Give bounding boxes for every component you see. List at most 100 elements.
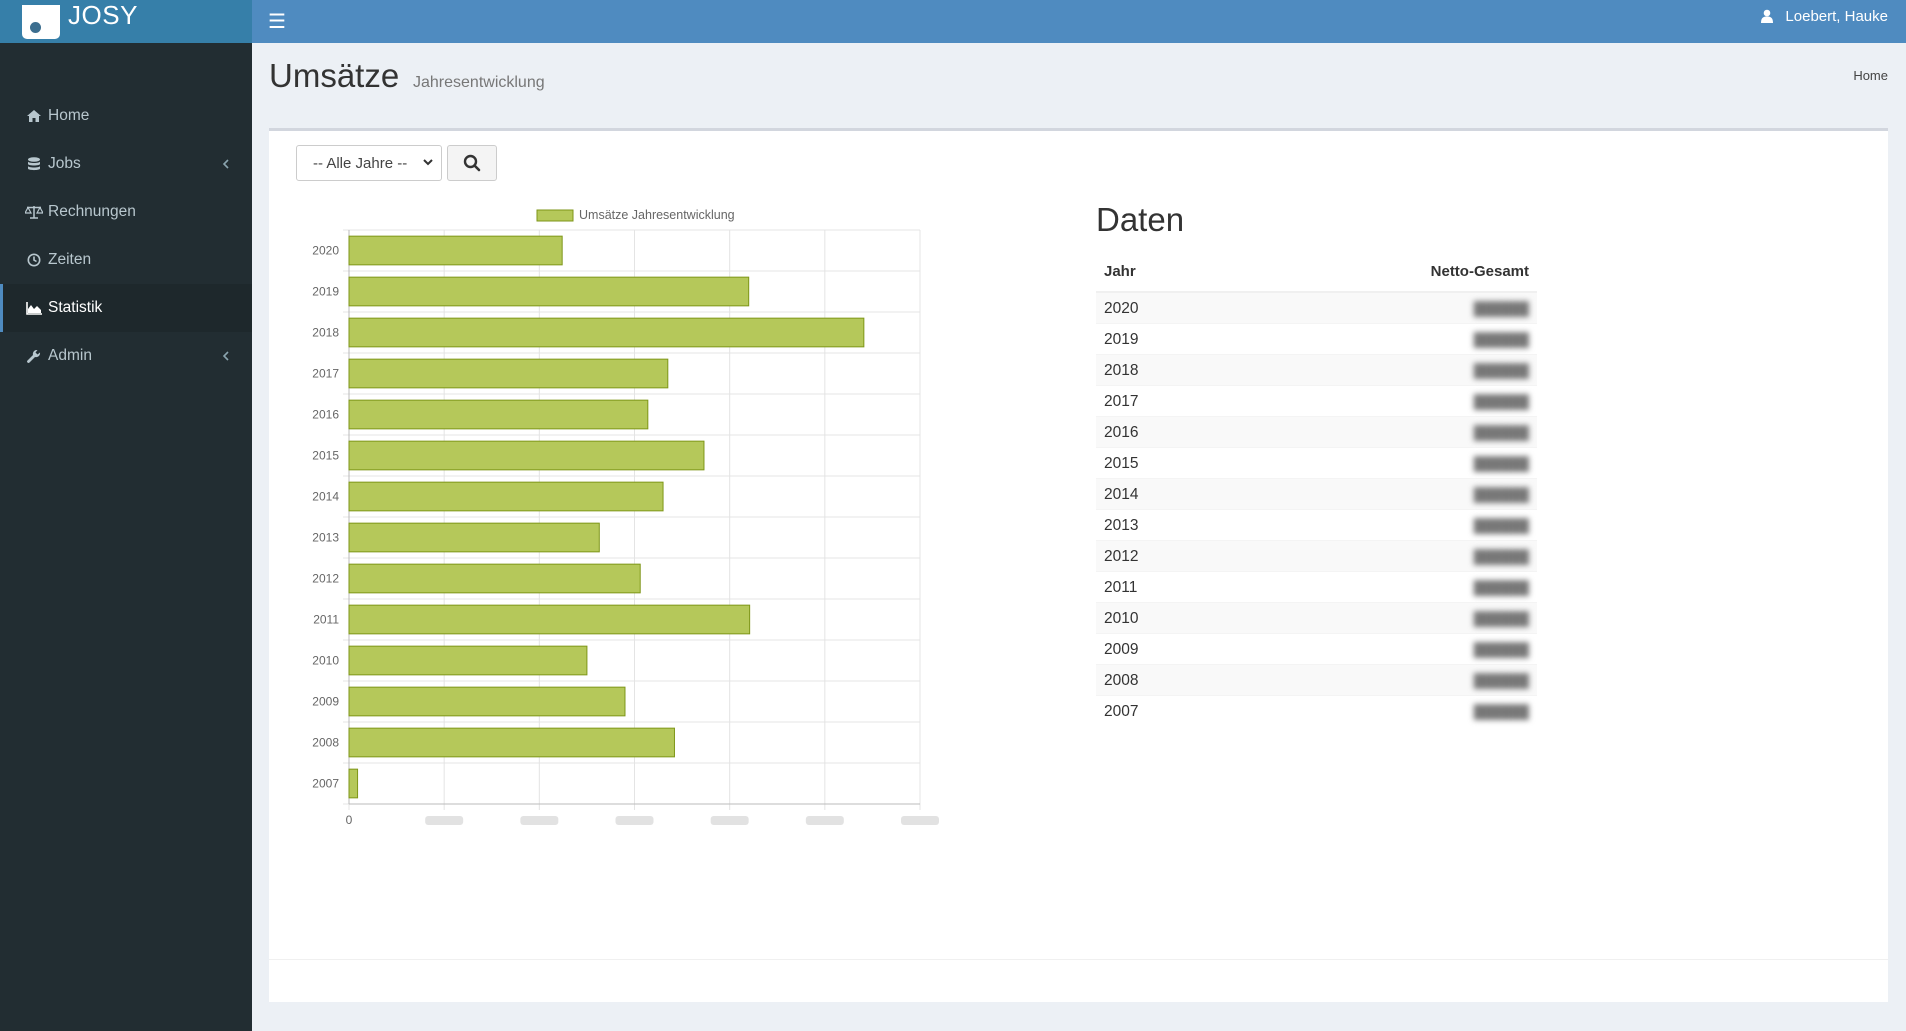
year-cell: 2009 — [1096, 633, 1232, 665]
home-icon — [25, 108, 43, 124]
year-cell: 2018 — [1096, 354, 1232, 386]
y-tick-label: 2018 — [312, 326, 339, 340]
sidebar-item-label: Zeiten — [48, 251, 92, 268]
table-row: 2020 ██████ — [1096, 291, 1537, 324]
table-row: 2011 ██████ — [1096, 571, 1537, 603]
redacted-x-tick — [520, 816, 559, 825]
sidebar-item-admin[interactable]: Admin — [0, 332, 252, 380]
table-row: 2010 ██████ — [1096, 602, 1537, 634]
bar-2020 — [348, 235, 563, 266]
y-tick-label: 2008 — [312, 736, 339, 750]
year-cell: 2014 — [1096, 478, 1232, 510]
redacted-total-cell: ██████ — [1231, 447, 1537, 479]
column-header-total: Netto-Gesamt — [1231, 251, 1537, 293]
year-cell: 2015 — [1096, 447, 1232, 479]
table-row: 2016 ██████ — [1096, 416, 1537, 448]
redacted-x-tick — [805, 816, 844, 825]
statistics-box: -- Alle Jahre -- Umsätze Jahresentwicklu… — [269, 128, 1888, 1002]
year-cell: 2008 — [1096, 664, 1232, 696]
clock-icon — [25, 252, 43, 268]
user-icon — [1761, 9, 1774, 23]
search-icon — [463, 154, 481, 172]
bar-2016 — [348, 399, 649, 430]
y-tick-label: 2007 — [312, 777, 339, 791]
year-select[interactable]: -- Alle Jahre -- — [296, 145, 442, 181]
revenue-bar-chart: Umsätze Jahresentwicklung 2020 2019 2018 201… — [312, 208, 939, 827]
redacted-total-cell: ██████ — [1231, 695, 1537, 726]
sidebar-item-statistik[interactable]: Statistik — [0, 284, 252, 332]
y-tick-label: 2015 — [312, 449, 339, 463]
bar-2012 — [348, 563, 641, 594]
legend-label: Umsätze Jahresentwicklung — [579, 208, 735, 222]
sidebar: Home Jobs Rechnungen Zeiten Statistik Admin — [0, 43, 252, 1031]
data-table-title: Daten — [1096, 201, 1185, 238]
redacted-total-cell: ██████ — [1231, 416, 1537, 448]
bar-2007 — [348, 768, 359, 799]
user-menu[interactable]: Loebert, Hauke — [1761, 0, 1888, 32]
table-row: 2018 ██████ — [1096, 354, 1537, 386]
redacted-x-tick — [615, 816, 654, 825]
sidebar-item-label: Statistik — [48, 299, 103, 316]
redacted-total-cell: ██████ — [1231, 540, 1537, 572]
sidebar-item-jobs[interactable]: Jobs — [0, 140, 252, 188]
redacted-total-cell: ██████ — [1231, 478, 1537, 510]
redacted-x-tick — [425, 816, 464, 825]
y-tick-label: 2019 — [312, 285, 339, 299]
column-header-year: Jahr — [1096, 251, 1232, 293]
redacted-x-tick — [710, 816, 749, 825]
year-cell: 2013 — [1096, 509, 1232, 541]
database-icon — [25, 156, 43, 172]
y-tick-label: 2009 — [312, 695, 339, 709]
redacted-total-cell: ██████ — [1231, 664, 1537, 696]
bar-2018 — [348, 317, 865, 348]
year-cell: 2012 — [1096, 540, 1232, 572]
sidebar-item-label: Home — [48, 107, 90, 124]
data-table: Jahr Netto-Gesamt 2020 ██████ 2019 ██████ 20… — [1096, 251, 1537, 726]
sidebar-item-label: Rechnungen — [48, 203, 136, 220]
redacted-total-cell: ██████ — [1231, 509, 1537, 541]
page-title: Umsätze — [269, 57, 400, 94]
logo-icon — [22, 4, 60, 39]
bar-2013 — [348, 522, 600, 553]
y-tick-label: 2016 — [312, 408, 339, 422]
redacted-total-cell: ██████ — [1231, 633, 1537, 665]
bar-2017 — [348, 358, 669, 389]
sidebar-item-label: Admin — [48, 347, 92, 364]
bar-2011 — [348, 604, 751, 635]
chevron-down-icon — [423, 159, 433, 166]
chevron-left-icon — [222, 156, 230, 172]
box-footer — [269, 959, 1888, 1002]
logo-area[interactable]: JOSY — [0, 0, 252, 43]
sidebar-item-home[interactable]: Home — [0, 92, 252, 140]
y-tick-label: 2014 — [312, 490, 339, 504]
year-cell: 2017 — [1096, 385, 1232, 417]
table-row: 2007 ██████ — [1096, 695, 1537, 726]
redacted-total-cell: ██████ — [1231, 323, 1537, 355]
table-row: 2017 ██████ — [1096, 385, 1537, 417]
table-row: 2015 ██████ — [1096, 447, 1537, 479]
table-row: 2013 ██████ — [1096, 509, 1537, 541]
year-cell: 2019 — [1096, 323, 1232, 355]
year-cell: 2007 — [1096, 695, 1232, 726]
redacted-total-cell: ██████ — [1231, 571, 1537, 603]
bar-2015 — [348, 440, 705, 471]
balance-scale-icon — [25, 204, 43, 220]
table-row: 2012 ██████ — [1096, 540, 1537, 572]
table-row: 2009 ██████ — [1096, 633, 1537, 665]
sidebar-item-label: Jobs — [48, 155, 81, 172]
user-name: Loebert, Hauke — [1785, 7, 1888, 25]
search-button[interactable] — [447, 145, 497, 181]
y-tick-label: 2011 — [313, 613, 339, 627]
bar-2008 — [348, 727, 675, 758]
sidebar-item-rechnungen[interactable]: Rechnungen — [0, 188, 252, 236]
table-row: 2014 ██████ — [1096, 478, 1537, 510]
y-tick-label: 2013 — [312, 531, 339, 545]
redacted-x-tick — [901, 816, 939, 825]
y-tick-label: 2010 — [312, 654, 339, 668]
menu-toggle-icon[interactable]: ☰ — [268, 10, 286, 33]
page-subtitle: Jahresentwicklung — [413, 74, 545, 91]
year-cell: 2016 — [1096, 416, 1232, 448]
bar-2009 — [348, 686, 626, 717]
breadcrumb-home[interactable]: Home — [1853, 68, 1888, 83]
sidebar-item-zeiten[interactable]: Zeiten — [0, 236, 252, 284]
